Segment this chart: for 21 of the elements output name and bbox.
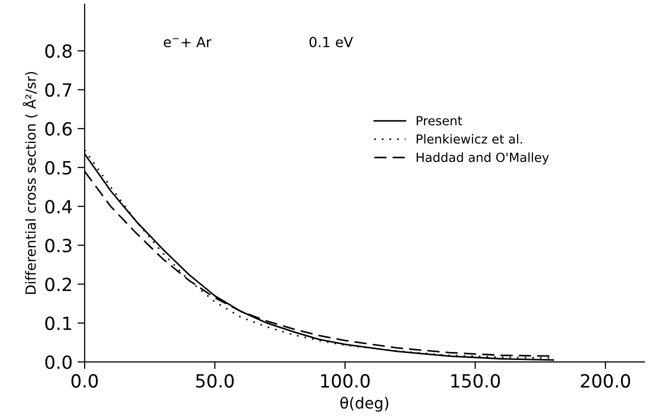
x-tick-label: 150.0 — [451, 374, 500, 388]
legend-label: Present — [416, 116, 462, 126]
y-tick-label: 0.2 — [45, 278, 72, 292]
y-tick-label: 0.8 — [45, 44, 72, 58]
x-tick-label: 100.0 — [321, 374, 370, 388]
y-tick-label: 0.3 — [45, 238, 72, 252]
legend-label: Haddad and O'Malley — [416, 152, 549, 165]
annotation: e$^{−}$+ Ar — [164, 36, 212, 48]
annotation: 0.1 eV — [309, 36, 354, 48]
x-tick-label: 200.0 — [580, 374, 630, 388]
y-tick-label: 0.0 — [45, 355, 72, 370]
x-tick-label: 0.0 — [71, 374, 98, 388]
x-axis-title: θ(deg) — [340, 396, 388, 412]
y-tick-label: 0.5 — [45, 160, 72, 175]
legend-label: Plenkiewicz et al. — [416, 134, 522, 144]
y-tick-label: 0.4 — [45, 200, 72, 214]
y-axis-title: Differential cross section ( Å²/sr) — [22, 72, 38, 294]
y-tick-label: 0.7 — [45, 83, 72, 97]
y-tick-label: 0.6 — [45, 122, 72, 136]
y-tick-label: 0.1 — [45, 316, 72, 330]
x-tick-label: 50.0 — [196, 374, 234, 388]
